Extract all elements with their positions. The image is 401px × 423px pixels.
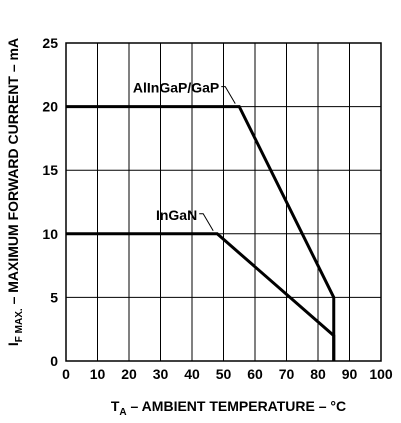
x-axis-title-rest: – AMBIENT TEMPERATURE – °C	[127, 398, 347, 414]
x-tick-label-20: 20	[121, 366, 137, 382]
y-tick-label-25: 25	[42, 35, 58, 51]
y-axis-title-sub: F MAX.	[14, 308, 25, 342]
y-tick-label-15: 15	[42, 162, 58, 178]
y-tick-label-5: 5	[50, 289, 58, 305]
x-tick-label-50: 50	[216, 366, 232, 382]
x-axis-title-main: T	[111, 398, 120, 414]
series-label-1: InGaN	[156, 207, 197, 223]
x-tick-labels: 0 10 20 30 40 50 60 70 80 90 100	[62, 366, 393, 382]
series-lines	[66, 105, 336, 361]
y-axis-title-rest: – MAXIMUM FORWARD CURRENT – mA	[5, 38, 21, 308]
x-axis-title: TA – AMBIENT TEMPERATURE – °C	[111, 398, 346, 418]
y-axis-title-main: I	[5, 342, 21, 346]
x-tick-label-10: 10	[90, 366, 106, 382]
series-leader-0	[221, 86, 236, 104]
series-leader-1	[199, 213, 214, 232]
series-line-1	[66, 232, 336, 361]
x-tick-label-80: 80	[310, 366, 326, 382]
x-tick-label-30: 30	[153, 366, 169, 382]
x-axis-title-sub: A	[119, 407, 126, 418]
y-tick-label-20: 20	[42, 99, 58, 115]
y-tick-label-10: 10	[42, 226, 58, 242]
series-labels: AlInGaP/GaP InGaN	[133, 80, 236, 232]
x-tick-label-100: 100	[369, 366, 393, 382]
plot-frame	[65, 42, 382, 362]
series-line-0	[66, 105, 336, 361]
x-tick-label-60: 60	[247, 366, 263, 382]
y-tick-labels: 0 5 10 15 20 25	[42, 35, 58, 369]
y-axis-title: IF MAX. – MAXIMUM FORWARD CURRENT – mA	[5, 38, 25, 346]
series-label-0: AlInGaP/GaP	[133, 80, 219, 96]
x-tick-label-40: 40	[184, 366, 200, 382]
x-tick-label-90: 90	[342, 366, 358, 382]
x-tick-label-0: 0	[62, 366, 70, 382]
y-tick-label-0: 0	[50, 353, 58, 369]
x-tick-label-70: 70	[279, 366, 295, 382]
